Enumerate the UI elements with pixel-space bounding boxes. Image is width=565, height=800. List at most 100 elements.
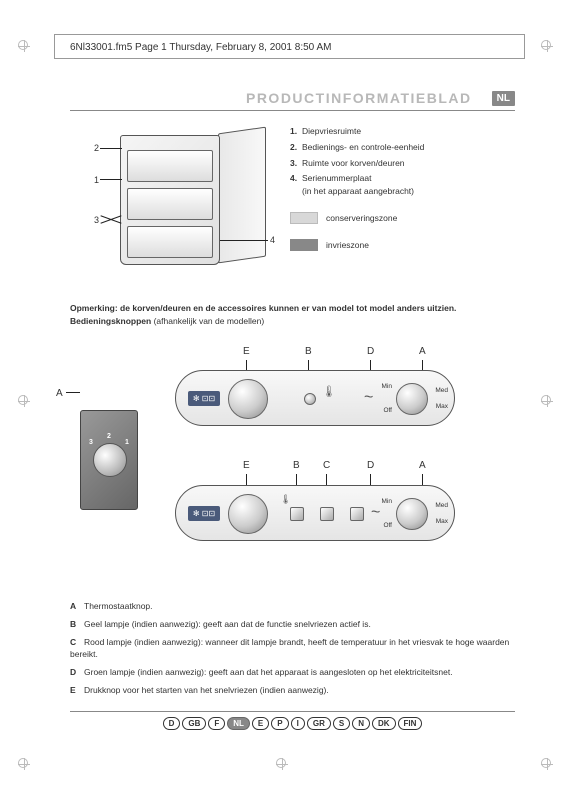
freezer-door [218, 127, 266, 264]
zone-swatch-light [290, 212, 318, 224]
snowflake-icon: ✻ ⊡⊡ [188, 506, 220, 521]
dial-num-2: 2 [107, 433, 111, 440]
definition-row: BGeel lampje (indien aanwezig): geeft aa… [70, 618, 515, 631]
zone-swatch-dark [290, 239, 318, 251]
crop-mark [541, 40, 551, 50]
range-off: Off [383, 407, 392, 414]
red-light [320, 507, 334, 521]
lang-GB: GB [182, 717, 206, 730]
label-E: E [243, 346, 250, 357]
lang-S: S [333, 717, 350, 730]
lang-I: I [291, 717, 305, 730]
zone-label: invrieszone [326, 239, 369, 252]
note-text: Opmerking: de korven/deuren en de access… [70, 303, 515, 313]
range-max: Max [436, 518, 448, 525]
freezer-drawer [127, 150, 213, 182]
header-rule [54, 34, 55, 58]
side-thermostat-dial [93, 443, 127, 477]
side-control-panel: 3 2 1 [80, 410, 138, 510]
range-med: Med [435, 502, 448, 509]
fastfreeze-button [228, 379, 268, 419]
range-min: Min [382, 383, 392, 390]
freezer-drawer [127, 188, 213, 220]
legend-item: 4.Serienummerplaat(in het apparaat aange… [290, 172, 515, 198]
label-A: A [419, 346, 426, 357]
label-B: B [305, 346, 312, 357]
zone-dark: invrieszone [290, 239, 515, 252]
side-label-A: A [56, 388, 63, 399]
control-panel-2: ✻ ⊡⊡ 🌡 ~ Min Off Med Max [175, 485, 455, 541]
callout-2: 2 [94, 143, 99, 153]
callout-line [100, 148, 122, 149]
dial-num-1: 1 [125, 439, 129, 446]
freezer-diagram: 2 1 3 4 [70, 125, 270, 285]
callout-4: 4 [270, 235, 275, 245]
range-max: Max [436, 403, 448, 410]
label-A: A [419, 460, 426, 471]
thermostat-dial [396, 383, 428, 415]
footer-rule [70, 711, 515, 712]
control-panel-1: ✻ ⊡⊡ 🌡 ~ Min Off Med Max [175, 370, 455, 426]
header-rule [524, 34, 525, 58]
lang-NL: NL [227, 717, 250, 730]
language-badge: NL [492, 91, 515, 106]
legend-item: 1.Diepvriesruimte [290, 125, 515, 138]
lang-N: N [352, 717, 370, 730]
crop-mark [541, 395, 551, 405]
yellow-light [304, 393, 316, 405]
definition-row: CRood lampje (indien aanwezig): wanneer … [70, 636, 515, 662]
definitions: AThermostaatknop. BGeel lampje (indien a… [70, 600, 515, 697]
zone-light: conserveringszone [290, 212, 515, 225]
subtitle: Bedieningsknoppen (afhankelijk van de mo… [70, 316, 515, 326]
lang-GR: GR [307, 717, 331, 730]
definition-row: EDrukknop voor het starten van het snelv… [70, 684, 515, 697]
definition-row: DGroen lampje (indien aanwezig): geeft a… [70, 666, 515, 679]
thermometer-icon: 🌡 [322, 385, 336, 398]
range-min: Min [382, 498, 392, 505]
zone-label: conserveringszone [326, 212, 397, 225]
lang-D: D [163, 717, 181, 730]
label-D: D [367, 460, 374, 471]
legend-item: 3.Ruimte voor korven/deuren [290, 157, 515, 170]
label-D: D [367, 346, 374, 357]
header-rule [54, 58, 525, 59]
crop-mark [18, 40, 28, 50]
label-E: E [243, 460, 250, 471]
parts-legend: 1.Diepvriesruimte 2.Bedienings- en contr… [290, 125, 515, 285]
thermostat-dial [396, 498, 428, 530]
page-title: PRODUCTINFORMATIEBLAD [70, 90, 482, 106]
green-light [350, 507, 364, 521]
freezer-body [120, 135, 220, 265]
callout-line [100, 179, 122, 180]
lang-FIN: FIN [398, 717, 423, 730]
fastfreeze-button [228, 494, 268, 534]
lang-P: P [271, 717, 288, 730]
crop-mark [18, 758, 28, 768]
tilde-icon: ~ [364, 389, 373, 407]
lang-E: E [252, 717, 269, 730]
dial-num-3: 3 [89, 439, 93, 446]
page-header: 6Nl33001.fm5 Page 1 Thursday, February 8… [70, 42, 331, 53]
lang-DK: DK [372, 717, 396, 730]
control-panels: 3 2 1 A E B D A ✻ ⊡⊡ 🌡 ~ Min Off Med [70, 340, 515, 590]
label-B: B [293, 460, 300, 471]
yellow-light [290, 507, 304, 521]
range-off: Off [383, 522, 392, 529]
legend-item: 2.Bedienings- en controle-eenheid [290, 141, 515, 154]
callout-line [220, 240, 268, 241]
language-footer: D GB F NL E P I GR S N DK FIN [70, 717, 515, 730]
snowflake-icon: ✻ ⊡⊡ [188, 391, 220, 406]
title-rule [70, 110, 515, 111]
callout-3: 3 [94, 215, 99, 225]
tilde-icon: ~ [371, 504, 380, 522]
freezer-drawer [127, 226, 213, 258]
callout-1: 1 [94, 175, 99, 185]
callout-line [66, 392, 80, 393]
label-C: C [323, 460, 330, 471]
range-med: Med [435, 387, 448, 394]
crop-mark [18, 395, 28, 405]
crop-mark [276, 758, 286, 768]
thermometer-icon: 🌡 [280, 494, 291, 505]
lang-F: F [208, 717, 225, 730]
definition-row: AThermostaatknop. [70, 600, 515, 613]
